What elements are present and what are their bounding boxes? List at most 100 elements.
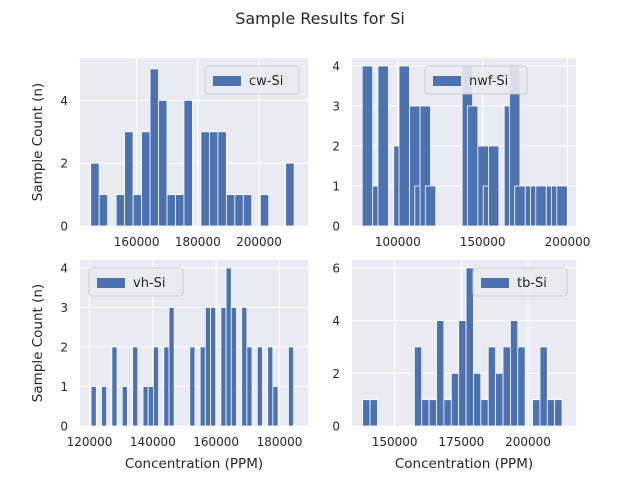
y-tick-label: 1 (332, 180, 340, 194)
histogram-bar (101, 386, 108, 427)
legend: vh-Si (88, 267, 184, 297)
histogram-bar (424, 185, 437, 227)
histogram-bar (285, 162, 295, 227)
histogram-bar (502, 346, 511, 427)
x-tick-label: 120000 (67, 435, 113, 449)
histogram-bar (132, 346, 139, 427)
histogram-bar (115, 194, 126, 227)
histogram-bar (362, 399, 371, 427)
x-tick-label: 150000 (372, 435, 418, 449)
histogram-bar (488, 145, 500, 227)
x-tick-label: 200000 (236, 235, 282, 249)
histogram-bar (158, 99, 168, 227)
histogram-bar (142, 386, 149, 427)
histogram-bar (267, 346, 274, 427)
histogram-bar (428, 399, 437, 427)
x-tick-label: 100000 (375, 235, 421, 249)
histogram-bar (225, 194, 236, 227)
histogram-bar (259, 194, 270, 227)
y-tick-label: 0 (60, 420, 68, 434)
legend-box (204, 65, 300, 95)
histogram-bar (450, 372, 460, 427)
histogram-bar (121, 386, 128, 427)
histogram-bar (398, 65, 410, 227)
histogram-bar (487, 346, 497, 427)
histogram-bar (443, 399, 452, 427)
histogram-bar (242, 194, 253, 227)
histogram-bar (509, 320, 519, 427)
histogram-bar (241, 307, 248, 427)
histogram-bar (147, 386, 154, 427)
subplot-4: 150000 175000 200000 0 2 4 6 Concentration (PPM… (332, 260, 576, 472)
histogram-bar (208, 131, 219, 227)
x-tick-label: 140000 (130, 435, 176, 449)
x-tick-label: 160000 (114, 235, 160, 249)
histogram-bar (199, 346, 206, 427)
histogram-bar (369, 399, 378, 427)
legend-swatch (433, 76, 461, 86)
y-tick-label: 2 (60, 340, 68, 354)
histogram-bar (288, 346, 295, 427)
histogram-bar (90, 162, 100, 227)
histogram-bar (517, 346, 526, 427)
legend-label: tb-Si (517, 276, 547, 291)
y-tick-label: 4 (332, 314, 340, 328)
histogram-bar (141, 131, 151, 227)
legend-swatch (213, 76, 241, 86)
histogram-bar (535, 185, 547, 227)
y-tick-label: 4 (332, 60, 340, 74)
histogram-bar (377, 65, 389, 227)
histogram-bar (175, 194, 185, 227)
histogram-bar (217, 131, 227, 227)
histogram-bar (234, 194, 244, 227)
histogram-bar (200, 131, 210, 227)
y-tick-label: 4 (60, 261, 68, 275)
y-tick-label: 2 (332, 367, 340, 381)
x-tick-label: 200000 (505, 435, 551, 449)
histogram-bar (98, 194, 109, 227)
y-tick-label: 3 (60, 301, 68, 315)
histogram-bar (539, 346, 548, 427)
histogram-bar (480, 399, 489, 427)
histogram-bar (532, 399, 541, 427)
legend-label: vh-Si (133, 276, 166, 291)
histogram-bar (124, 131, 134, 227)
histogram-bar (272, 386, 279, 427)
histogram-bar (90, 386, 97, 427)
histogram-bar (230, 307, 237, 427)
histogram-bar (246, 346, 253, 427)
legend-swatch (481, 278, 509, 288)
legend-box (424, 65, 528, 95)
histogram-bar (495, 372, 504, 427)
histogram-bar (166, 194, 176, 227)
histogram-bar (436, 320, 445, 427)
x-tick-label: 180000 (257, 435, 303, 449)
y-tick-label: 0 (60, 220, 68, 234)
histogram-bar (204, 307, 211, 427)
x-axis-label: Concentration (PPM) (125, 456, 263, 472)
legend: cw-Si (204, 65, 300, 95)
legend: nwf-Si (424, 65, 528, 95)
x-tick-label: 160000 (193, 435, 239, 449)
legend: tb-Si (472, 267, 568, 297)
x-tick-label: 150000 (460, 235, 506, 249)
histogram-bar (111, 346, 118, 427)
subplot-2: 100000 150000 200000 0 1 2 3 4 nwf-Si (332, 58, 590, 249)
legend-box (472, 267, 568, 297)
histogram-bar (465, 267, 474, 427)
y-tick-label: 0 (332, 220, 340, 234)
histogram-bar (225, 267, 232, 427)
histogram-bar (256, 346, 263, 427)
histogram-bar (361, 65, 374, 227)
histogram-bar (168, 307, 175, 427)
histogram-bar (466, 105, 479, 227)
legend-label: nwf-Si (469, 74, 508, 89)
subplot-1: 160000 180000 200000 0 2 4 Sample Count (n) cw-… (30, 58, 308, 249)
histogram-bar (163, 346, 170, 427)
histogram-bar (210, 307, 217, 427)
y-tick-label: 4 (60, 94, 68, 108)
histogram-bar (149, 68, 159, 227)
histogram-bar (413, 346, 423, 427)
x-tick-label: 200000 (545, 235, 591, 249)
